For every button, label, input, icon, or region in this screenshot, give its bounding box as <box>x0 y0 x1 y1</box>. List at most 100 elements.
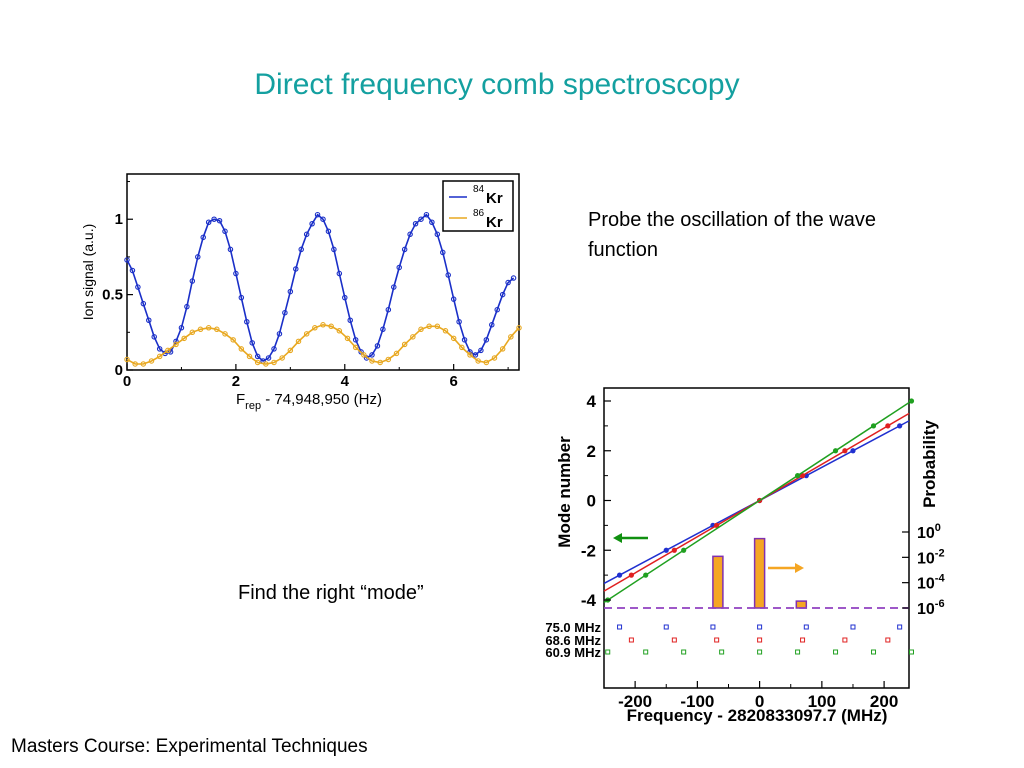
comb-row-label: 60.9 MHz <box>545 645 601 660</box>
series-0-point <box>499 291 506 298</box>
series-0-point <box>445 272 451 278</box>
series-0-point <box>314 211 321 218</box>
series-0-point <box>244 319 250 325</box>
series-0-point <box>205 219 212 225</box>
series-1-point <box>189 329 196 336</box>
x-tick-label: 4 <box>341 373 350 390</box>
series-0-point <box>178 325 185 331</box>
ion-signal-legend: 84 Kr 86 Kr <box>442 180 514 232</box>
series-line-0 <box>126 213 515 362</box>
series-1-point <box>410 334 416 340</box>
mode-point-1 <box>671 547 677 553</box>
series-0-point <box>184 303 190 310</box>
series-1-point <box>222 331 228 337</box>
mode-point-1 <box>799 473 806 479</box>
series-0-point <box>440 249 446 256</box>
comb-tooth-1 <box>842 637 848 643</box>
series-1-point <box>426 323 432 330</box>
comb-tooth-2 <box>908 649 914 655</box>
comb-tooth-2 <box>719 649 725 655</box>
comb-row-label: 68.6 MHz <box>545 633 601 648</box>
x-tick-label: 6 <box>449 373 457 390</box>
x-tick-label: 2 <box>232 373 240 390</box>
series-0-point <box>303 231 310 238</box>
slide-title: Direct frequency comb spectroscopy <box>254 68 740 101</box>
prob-tick-label: 10-4 <box>917 573 945 593</box>
freq-x-tick-label: 0 <box>755 692 764 711</box>
series-1-point <box>516 325 522 331</box>
probability-ylabel: Probability <box>920 420 939 508</box>
series-line-1 <box>126 323 520 365</box>
probability-bar <box>712 555 724 609</box>
series-1-point <box>205 325 212 331</box>
comb-tooth-0 <box>850 624 856 630</box>
mode-point-2 <box>681 547 687 553</box>
series-0-point <box>189 278 196 284</box>
freq-x-tick-label: 100 <box>808 692 836 711</box>
mode-y-tick-label: -2 <box>581 541 596 560</box>
series-1-point <box>173 341 179 348</box>
series-1-point <box>312 325 318 331</box>
comb-tooth-1 <box>757 637 763 643</box>
series-1-point <box>442 328 449 334</box>
series-0-point <box>483 337 490 343</box>
comb-tooth-1 <box>714 637 720 643</box>
comb-tooth-2 <box>757 649 763 655</box>
series-0-point <box>167 349 174 355</box>
series-0-point <box>146 317 152 323</box>
series-1-point <box>140 361 147 367</box>
series-1-point <box>450 335 457 342</box>
comb-tooth-0 <box>617 624 623 630</box>
series-1-point <box>336 328 343 334</box>
series-0-point <box>510 275 517 281</box>
comb-tooth-0 <box>663 624 669 630</box>
mode-ylabel: Mode number <box>555 436 574 548</box>
series-0-point <box>412 221 419 227</box>
series-1-point <box>361 352 367 358</box>
footer-text: Masters Course: Experimental Techniques <box>11 736 368 757</box>
series-0-point <box>140 300 147 307</box>
series-0-point <box>124 257 130 263</box>
series-1-point <box>295 338 302 345</box>
series-0-point <box>265 355 272 361</box>
series-0-point <box>489 322 495 328</box>
mode-note: Find the right “mode” <box>238 582 424 604</box>
series-1-point <box>156 353 163 360</box>
series-1-point <box>475 358 481 364</box>
legend-label-86kr: Kr <box>486 214 503 231</box>
mode-point-2 <box>643 572 649 578</box>
fit-line-2 <box>603 402 910 604</box>
series-1-point <box>483 359 490 366</box>
mode-point-1 <box>842 448 848 454</box>
comb-tooth-1 <box>628 637 634 643</box>
series-1-point <box>271 359 277 366</box>
series-1-point <box>124 356 130 363</box>
series-1-point <box>491 355 498 361</box>
series-0-point <box>287 288 294 295</box>
ion-signal-plot-frame <box>126 173 520 371</box>
comb-tooth-2 <box>833 649 839 655</box>
series-0-point <box>494 306 500 313</box>
comb-row-label: 75.0 MHz <box>545 620 601 635</box>
series-0-point <box>505 279 511 286</box>
series-0-point <box>233 270 239 277</box>
freq-x-tick-label: 200 <box>870 692 898 711</box>
mode-point-1 <box>714 522 720 528</box>
y-tick-label: 0.5 <box>102 287 123 304</box>
series-1-point <box>303 331 310 337</box>
freq-x-tick-label: -100 <box>680 692 714 711</box>
series-0-point <box>342 294 348 301</box>
series-0-point <box>298 246 304 253</box>
y-tick-label: 1 <box>115 211 123 228</box>
series-0-point <box>385 306 392 313</box>
comb-tooth-1 <box>671 637 677 643</box>
legend-box <box>442 180 514 232</box>
legend-label-84kr: Kr <box>486 190 503 207</box>
series-0-point <box>135 284 141 290</box>
series-1-point <box>238 346 245 352</box>
mode-point-2 <box>794 473 801 479</box>
comb-tooth-2 <box>795 649 801 655</box>
series-0-point <box>151 334 157 340</box>
ion-signal-plot-area <box>126 173 520 371</box>
